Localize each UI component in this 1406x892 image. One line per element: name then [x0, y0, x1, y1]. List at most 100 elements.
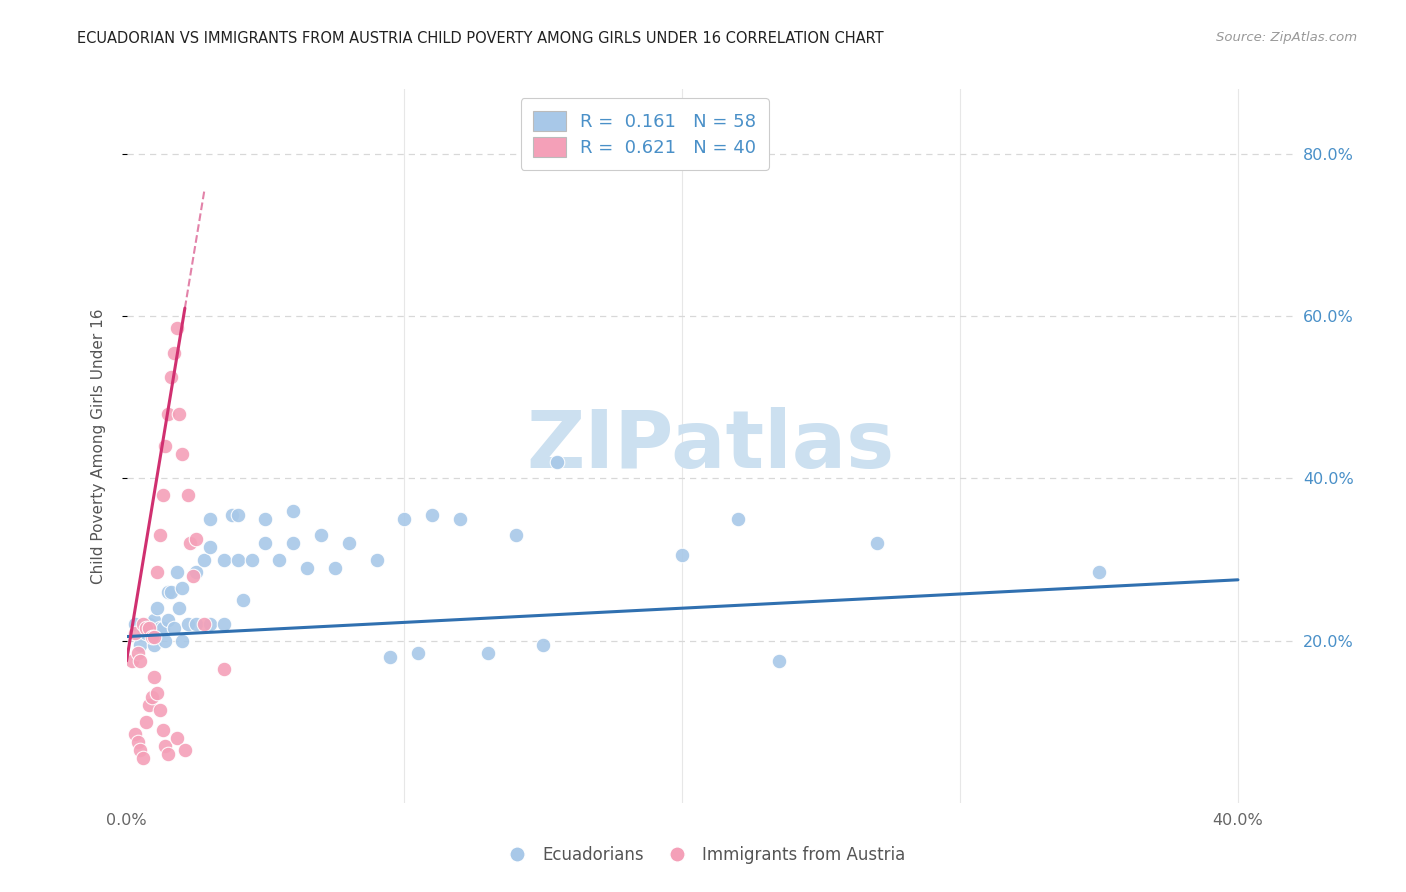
Point [166, 321, 188, 335]
Point [232, 593, 254, 607]
Point [138, 622, 160, 636]
Point [163, 622, 186, 636]
Point [212, 552, 235, 566]
Legend: R =  0.161   N = 58, R =  0.621   N = 40: R = 0.161 N = 58, R = 0.621 N = 40 [520, 98, 769, 169]
Point [124, 727, 146, 741]
Point [408, 646, 430, 660]
Y-axis label: Child Poverty Among Girls Under 16: Child Poverty Among Girls Under 16 [91, 309, 105, 583]
Point [132, 617, 155, 632]
Point [226, 552, 249, 566]
Point [143, 630, 166, 644]
Point [546, 455, 568, 469]
Point [157, 585, 180, 599]
Point [323, 560, 346, 574]
Point [129, 743, 152, 757]
Point [157, 747, 180, 761]
Point [124, 617, 146, 632]
Point [198, 541, 221, 555]
Point [1088, 565, 1111, 579]
Point [727, 512, 749, 526]
Point [138, 617, 160, 632]
Point [449, 512, 471, 526]
Point [193, 552, 215, 566]
Point [127, 646, 149, 660]
Point [254, 512, 277, 526]
Point [135, 622, 157, 636]
Point [141, 690, 163, 705]
Point [163, 345, 186, 359]
Point [121, 654, 143, 668]
Point [198, 617, 221, 632]
Point [138, 698, 160, 713]
Point [420, 508, 443, 522]
Point [160, 370, 183, 384]
Point [193, 617, 215, 632]
Point [169, 407, 191, 421]
Point [146, 601, 169, 615]
Point [129, 654, 152, 668]
Point [366, 552, 388, 566]
Point [149, 702, 172, 716]
Point [174, 743, 197, 757]
Point [184, 533, 207, 547]
Point [176, 488, 198, 502]
Text: ZIPatlas: ZIPatlas [526, 407, 894, 485]
Point [283, 504, 305, 518]
Point [143, 638, 166, 652]
Point [157, 407, 180, 421]
Point [155, 439, 177, 453]
Point [184, 617, 207, 632]
Point [149, 622, 172, 636]
Point [149, 528, 172, 542]
Point [160, 585, 183, 599]
Point [166, 565, 188, 579]
Point [240, 552, 263, 566]
Point [179, 536, 201, 550]
Point [172, 447, 194, 461]
Point [221, 508, 243, 522]
Point [172, 581, 194, 595]
Point [124, 625, 146, 640]
Point [380, 649, 402, 664]
Point [166, 731, 188, 745]
Point [146, 686, 169, 700]
Point [866, 536, 889, 550]
Point [141, 622, 163, 636]
Point [146, 565, 169, 579]
Point [155, 633, 177, 648]
Point [269, 552, 291, 566]
Point [152, 488, 174, 502]
Point [212, 662, 235, 676]
Legend: Ecuadorians, Immigrants from Austria: Ecuadorians, Immigrants from Austria [494, 839, 912, 871]
Point [295, 560, 318, 574]
Point [143, 613, 166, 627]
Point [152, 723, 174, 737]
Point [337, 536, 360, 550]
Point [176, 617, 198, 632]
Point [184, 565, 207, 579]
Point [155, 739, 177, 753]
Point [505, 528, 527, 542]
Point [671, 549, 693, 563]
Point [283, 536, 305, 550]
Point [169, 601, 191, 615]
Point [135, 714, 157, 729]
Point [141, 630, 163, 644]
Point [181, 568, 204, 582]
Point [226, 508, 249, 522]
Point [254, 536, 277, 550]
Point [152, 622, 174, 636]
Point [135, 625, 157, 640]
Text: ECUADORIAN VS IMMIGRANTS FROM AUSTRIA CHILD POVERTY AMONG GIRLS UNDER 16 CORRELA: ECUADORIAN VS IMMIGRANTS FROM AUSTRIA CH… [77, 31, 884, 46]
Point [531, 638, 554, 652]
Point [127, 735, 149, 749]
Point [477, 646, 499, 660]
Point [132, 622, 155, 636]
Point [394, 512, 416, 526]
Point [198, 512, 221, 526]
Point [143, 670, 166, 684]
Point [172, 633, 194, 648]
Text: Source: ZipAtlas.com: Source: ZipAtlas.com [1216, 31, 1357, 45]
Point [212, 617, 235, 632]
Point [309, 528, 332, 542]
